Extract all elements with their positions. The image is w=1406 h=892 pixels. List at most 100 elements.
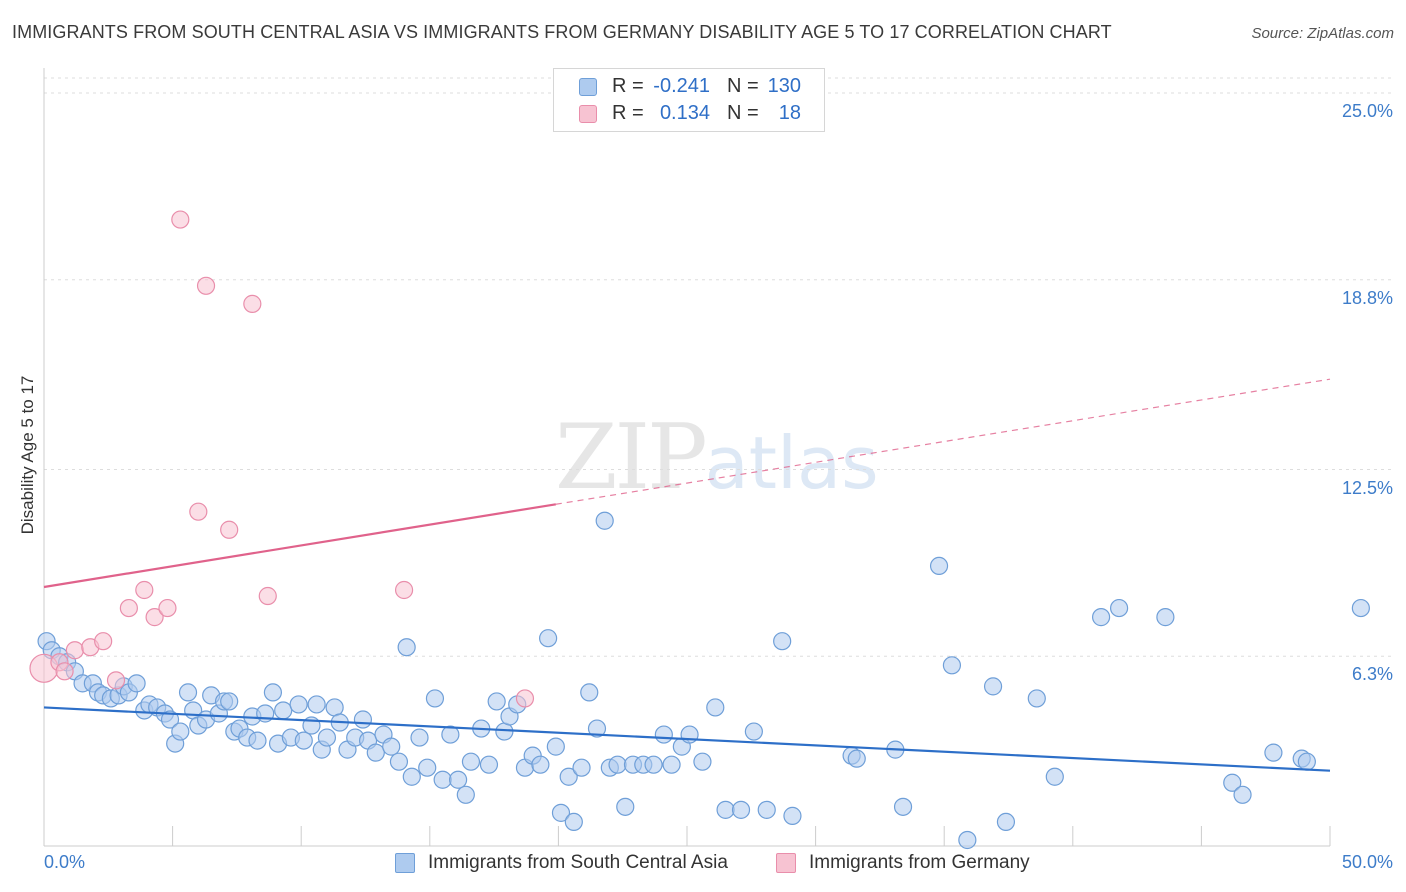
data-point	[196, 276, 216, 295]
data-point	[662, 755, 681, 774]
data-point	[106, 671, 126, 690]
watermark-zip: ZIP	[555, 405, 708, 510]
data-point	[564, 812, 583, 832]
data-point	[425, 689, 445, 708]
data-point	[389, 752, 409, 771]
data-point	[397, 638, 416, 657]
data-point	[1351, 598, 1370, 618]
stats-legend: R = -0.241 N = 130 R = 0.134 N = 18	[553, 68, 825, 132]
data-point	[1109, 598, 1129, 618]
data-point	[616, 797, 635, 816]
data-point	[983, 677, 1003, 696]
data-point	[410, 728, 429, 747]
data-point	[1264, 743, 1283, 762]
data-point	[716, 800, 735, 819]
data-point	[220, 692, 239, 711]
blue-swatch	[579, 78, 597, 96]
series-south-central-asia	[37, 511, 1370, 850]
data-point	[461, 752, 481, 771]
trend-line-south-central-asia	[43, 706, 1331, 772]
x-tick-label-min: 0.0%	[44, 852, 86, 872]
data-point	[263, 683, 283, 702]
data-point	[433, 770, 452, 789]
y-tick-label: 18.8%	[1341, 287, 1393, 308]
legend-label: Immigrants from South Central Asia	[428, 852, 728, 873]
y-tick-label: 25.0%	[1341, 101, 1393, 122]
data-point	[289, 695, 308, 714]
data-point	[587, 719, 607, 738]
data-point	[220, 520, 239, 539]
data-point	[274, 701, 293, 720]
data-point	[135, 580, 154, 600]
data-point	[515, 689, 535, 708]
pink-swatch	[579, 105, 597, 123]
data-point	[456, 785, 475, 804]
data-point	[559, 767, 578, 786]
data-point	[1027, 689, 1046, 708]
data-point	[757, 800, 776, 819]
data-point	[706, 698, 725, 717]
data-point	[353, 710, 373, 729]
trend-line-germany-solid	[43, 503, 557, 589]
chart-title: IMMIGRANTS FROM SOUTH CENTRAL ASIA VS IM…	[12, 22, 1112, 42]
data-point	[1045, 767, 1064, 786]
data-point	[189, 502, 208, 521]
data-point	[307, 695, 326, 714]
data-point	[539, 629, 558, 648]
data-point	[1223, 773, 1242, 792]
data-point	[171, 722, 190, 741]
trend-lines	[43, 378, 1331, 772]
data-point	[693, 752, 712, 771]
data-point	[479, 755, 499, 774]
data-point	[243, 294, 262, 313]
y-tick-label: 12.5%	[1341, 477, 1393, 498]
y-axis-label: Disability Age 5 to 17	[18, 375, 37, 535]
data-point	[145, 608, 164, 627]
n-label: N =	[727, 102, 759, 124]
data-point	[608, 755, 627, 774]
r-value: -0.241	[653, 75, 710, 97]
n-label: N =	[727, 75, 759, 97]
legend-label: Immigrants from Germany	[809, 852, 1030, 873]
data-point	[773, 632, 792, 651]
data-point	[402, 767, 421, 786]
data-point	[258, 586, 277, 606]
data-point	[744, 722, 763, 741]
x-tick-label-max: 50.0%	[1341, 852, 1393, 872]
data-point	[996, 812, 1016, 832]
data-point	[942, 656, 962, 675]
data-point	[893, 797, 913, 816]
data-point	[595, 511, 614, 530]
grid-lines	[44, 77, 1392, 657]
data-point	[572, 758, 591, 777]
pink-legend-swatch	[776, 853, 796, 873]
data-point	[644, 755, 663, 774]
data-point	[958, 830, 977, 850]
data-point	[487, 692, 506, 711]
data-point	[441, 725, 460, 744]
y-tick-label: 6.3%	[1351, 664, 1393, 685]
data-point	[531, 755, 550, 774]
stats-legend-row-blue: R = -0.241 N = 130	[554, 74, 824, 100]
data-point	[448, 770, 468, 789]
data-point	[495, 722, 514, 741]
data-point	[55, 662, 74, 681]
data-point	[1156, 608, 1175, 627]
data-point	[94, 632, 113, 651]
data-point	[160, 710, 180, 729]
data-point	[317, 728, 337, 747]
data-point	[325, 698, 344, 717]
data-point	[382, 737, 401, 756]
data-point	[731, 800, 751, 819]
data-point	[783, 806, 802, 825]
blue-legend-swatch	[395, 853, 415, 873]
r-value: 0.134	[659, 102, 710, 124]
n-value: 18	[778, 102, 801, 124]
n-value: 130	[767, 75, 801, 97]
watermark: ZIPatlas	[555, 405, 879, 510]
source-credit: Source: ZipAtlas.com	[1251, 25, 1394, 42]
data-point	[158, 598, 177, 618]
r-label: R =	[612, 75, 644, 97]
data-point	[127, 674, 146, 693]
